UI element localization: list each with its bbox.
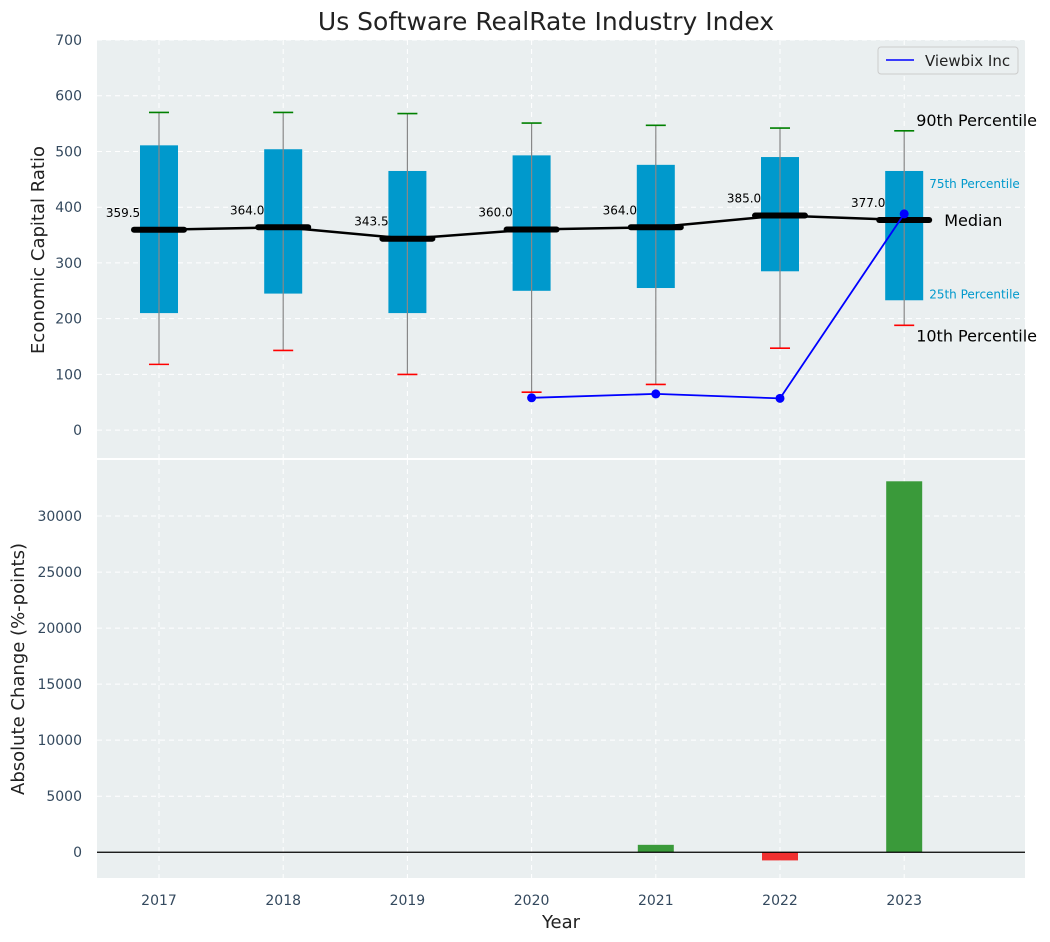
median-value-label: 360.0: [478, 205, 512, 219]
x-tick-label: 2019: [390, 893, 426, 909]
y-tick-label: 25000: [37, 565, 82, 581]
y-tick-label: 15000: [37, 677, 82, 693]
chart-title: Us Software RealRate Industry Index: [318, 7, 774, 36]
q1-annotation: 25th Percentile: [929, 287, 1020, 301]
x-tick-label: 2022: [762, 893, 798, 909]
median-value-label: 385.0: [727, 192, 761, 206]
viewbix-point-2021: [651, 389, 661, 399]
top-panel-background: [97, 40, 1025, 458]
x-tick-label: 2017: [141, 893, 177, 909]
median-value-label: 343.5: [354, 215, 388, 229]
median-value-label: 364.0: [230, 203, 264, 217]
top-panel-y-ticks: 0 100 200 300 400 500 600 700: [55, 33, 82, 439]
top-y-axis-label: Economic Capital Ratio: [28, 146, 49, 354]
legend-label-viewbix: Viewbix Inc: [925, 52, 1010, 70]
bottom-panel-y-ticks: 0 5000 10000 15000 20000 25000 30000: [37, 509, 82, 861]
median-annotation: Median: [944, 211, 1002, 230]
x-tick-label: 2021: [638, 893, 674, 909]
y-tick-label: 0: [73, 423, 82, 439]
y-tick-label: 20000: [37, 621, 82, 637]
legend-box: [877, 46, 1019, 75]
median-trend-group: 359.5 364.0 343.5 360.0 364.0 385.0 377.0: [106, 192, 905, 240]
x-axis-label: Year: [541, 912, 581, 933]
y-tick-label: 5000: [46, 789, 82, 805]
change-bars-group: [97, 481, 1025, 861]
y-tick-label: 10000: [37, 733, 82, 749]
y-tick-label: 700: [55, 33, 82, 49]
median-value-label: 377.0: [851, 196, 885, 210]
y-tick-label: 400: [55, 200, 82, 216]
viewbix-series-group: [527, 209, 909, 403]
x-axis-ticks: 2017 2018 2019 2020 2021 2022 2023: [141, 893, 922, 909]
percentile-annotations: 90th Percentile 75th Percentile Median 25th…: [916, 111, 1037, 346]
viewbix-line: [531, 213, 905, 400]
median-value-label: 359.5: [106, 206, 140, 220]
viewbix-point-2020: [527, 393, 537, 403]
y-tick-label: 200: [55, 312, 82, 328]
change-bar-2022: [762, 852, 798, 861]
median-value-label: 364.0: [603, 203, 637, 217]
legend: Viewbix Inc: [877, 46, 1019, 75]
y-tick-label: 30000: [37, 509, 82, 525]
bottom-panel-background: [97, 460, 1025, 878]
y-tick-label: 300: [55, 256, 82, 272]
x-tick-label: 2018: [265, 893, 301, 909]
y-tick-label: 600: [55, 89, 82, 105]
p90-annotation: 90th Percentile: [916, 111, 1037, 130]
p10-annotation: 10th Percentile: [916, 326, 1037, 345]
viewbix-point-2023: [899, 209, 909, 219]
q3-annotation: 75th Percentile: [929, 177, 1020, 191]
median-trend-line: [158, 214, 905, 240]
x-tick-label: 2023: [886, 893, 922, 909]
x-tick-label: 2020: [514, 893, 550, 909]
change-bar-2021: [637, 844, 674, 853]
bottom-y-axis-label: Absolute Change (%-points): [8, 543, 29, 795]
change-bar-2023: [886, 481, 923, 853]
viewbix-point-2022: [775, 393, 785, 403]
y-tick-label: 100: [55, 367, 82, 383]
y-tick-label: 0: [73, 845, 82, 861]
y-tick-label: 500: [55, 144, 82, 160]
